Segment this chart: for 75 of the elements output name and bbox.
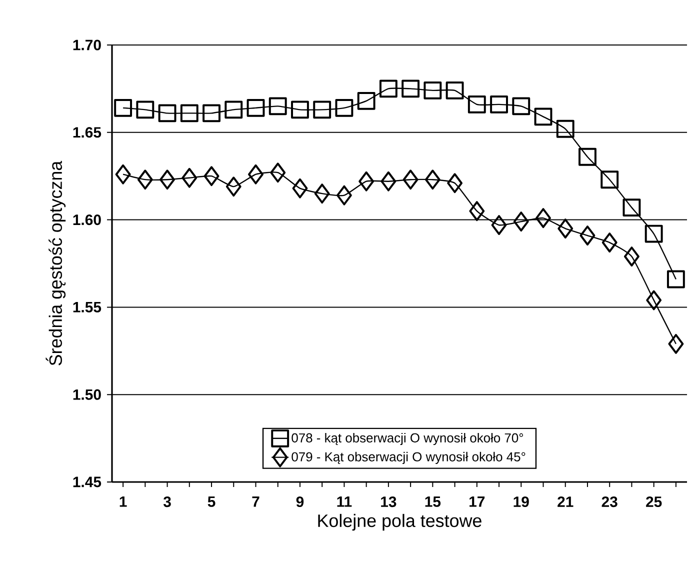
point — [224, 100, 243, 119]
point — [158, 104, 176, 122]
point — [226, 176, 242, 197]
point — [602, 232, 618, 252]
point — [646, 290, 662, 310]
x-tick-label: 17 — [470, 496, 485, 507]
x-axis-title: Kolejne pola testowe — [318, 514, 482, 531]
point — [336, 185, 352, 206]
legend-label: 078 - kąt obserwacji O wynosił około 70° — [292, 432, 524, 446]
point — [666, 270, 685, 288]
x-tick-label: 23 — [602, 496, 618, 508]
point — [268, 97, 287, 116]
point — [137, 170, 153, 190]
x-tick-label: 5 — [208, 496, 216, 507]
point — [578, 148, 596, 166]
point — [468, 95, 486, 114]
y-axis-title: Średnia gęstość optyczna — [46, 160, 66, 366]
point — [600, 170, 619, 189]
x-tick-label: 21 — [558, 496, 574, 507]
point — [580, 226, 596, 246]
point — [402, 80, 420, 98]
point — [357, 92, 376, 110]
x-tick-label: 15 — [425, 496, 441, 507]
point — [644, 224, 663, 243]
point — [668, 334, 684, 354]
point — [115, 164, 131, 184]
x-tick-label: 19 — [514, 496, 529, 508]
point — [314, 184, 330, 204]
point — [335, 98, 354, 117]
point — [424, 170, 440, 190]
x-tick-label: 13 — [381, 496, 396, 508]
point — [469, 201, 485, 222]
point — [402, 170, 418, 190]
point — [358, 171, 374, 192]
point — [292, 178, 308, 198]
y-tick-label: 1.70 — [73, 40, 101, 50]
point — [534, 108, 552, 126]
point — [136, 100, 154, 119]
point — [622, 198, 641, 217]
point — [313, 100, 332, 119]
point — [513, 212, 529, 232]
x-tick-label: 25 — [646, 496, 662, 508]
point — [291, 100, 309, 119]
point — [446, 81, 464, 100]
point — [160, 170, 176, 190]
point — [490, 95, 508, 114]
point — [491, 215, 507, 236]
point — [114, 98, 132, 117]
x-tick-label: 9 — [296, 496, 304, 508]
point — [624, 246, 640, 266]
point — [512, 97, 530, 116]
point — [379, 80, 398, 98]
y-tick-label: 1.45 — [73, 476, 102, 488]
point — [536, 208, 551, 228]
point — [180, 104, 198, 122]
point — [380, 171, 396, 192]
x-tick-label: 3 — [163, 496, 171, 508]
y-tick-label: 1.55 — [73, 302, 102, 312]
point — [558, 218, 574, 239]
point — [270, 162, 286, 183]
point — [202, 104, 220, 122]
y-tick-label: 1.60 — [73, 214, 101, 226]
point — [246, 98, 265, 117]
y-tick-label: 1.50 — [73, 389, 101, 400]
x-tick-label: 7 — [252, 496, 260, 507]
point — [182, 168, 198, 188]
point — [556, 120, 574, 138]
point — [204, 166, 220, 186]
point — [424, 81, 442, 100]
y-tick-label: 1.65 — [73, 127, 102, 138]
legend-label: 079 - Kąt obserwacji O wynosił około 45° — [292, 452, 526, 464]
x-tick-label: 11 — [337, 496, 352, 507]
point — [248, 164, 264, 184]
x-tick-label: 1 — [120, 496, 127, 507]
point — [447, 173, 463, 194]
